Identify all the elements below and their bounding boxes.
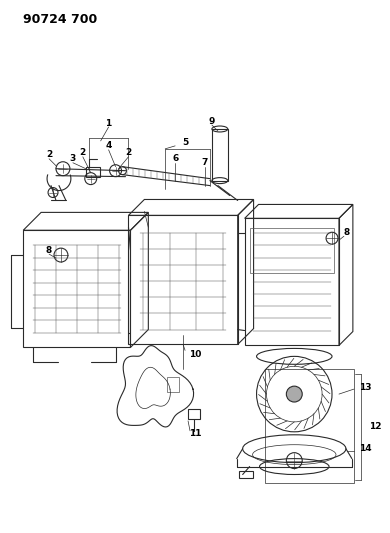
Bar — [23, 230, 131, 348]
Text: 8: 8 — [344, 228, 350, 237]
Bar — [264, 369, 354, 483]
Bar — [86, 167, 100, 176]
Bar — [188, 409, 200, 419]
Text: 1: 1 — [105, 118, 112, 127]
Text: 11: 11 — [189, 429, 201, 438]
Circle shape — [286, 386, 302, 402]
Text: 12: 12 — [369, 422, 381, 431]
Text: 9: 9 — [209, 117, 215, 126]
Text: 3: 3 — [70, 154, 76, 163]
Bar — [128, 215, 238, 344]
Text: 6: 6 — [172, 154, 178, 163]
Text: 10: 10 — [189, 350, 201, 359]
Bar — [250, 228, 334, 273]
Text: 2: 2 — [46, 150, 52, 159]
Text: 8: 8 — [46, 246, 52, 255]
Bar — [167, 377, 179, 392]
Text: 90724 700: 90724 700 — [23, 13, 98, 26]
Text: 4: 4 — [105, 141, 112, 150]
Text: 13: 13 — [359, 383, 371, 392]
Bar — [212, 129, 228, 181]
Text: 2: 2 — [125, 148, 131, 157]
Text: 5: 5 — [182, 139, 188, 148]
Text: 14: 14 — [359, 444, 371, 453]
Bar — [245, 219, 339, 345]
Text: 2: 2 — [80, 148, 86, 157]
Text: 7: 7 — [202, 158, 208, 167]
Bar — [239, 471, 253, 479]
